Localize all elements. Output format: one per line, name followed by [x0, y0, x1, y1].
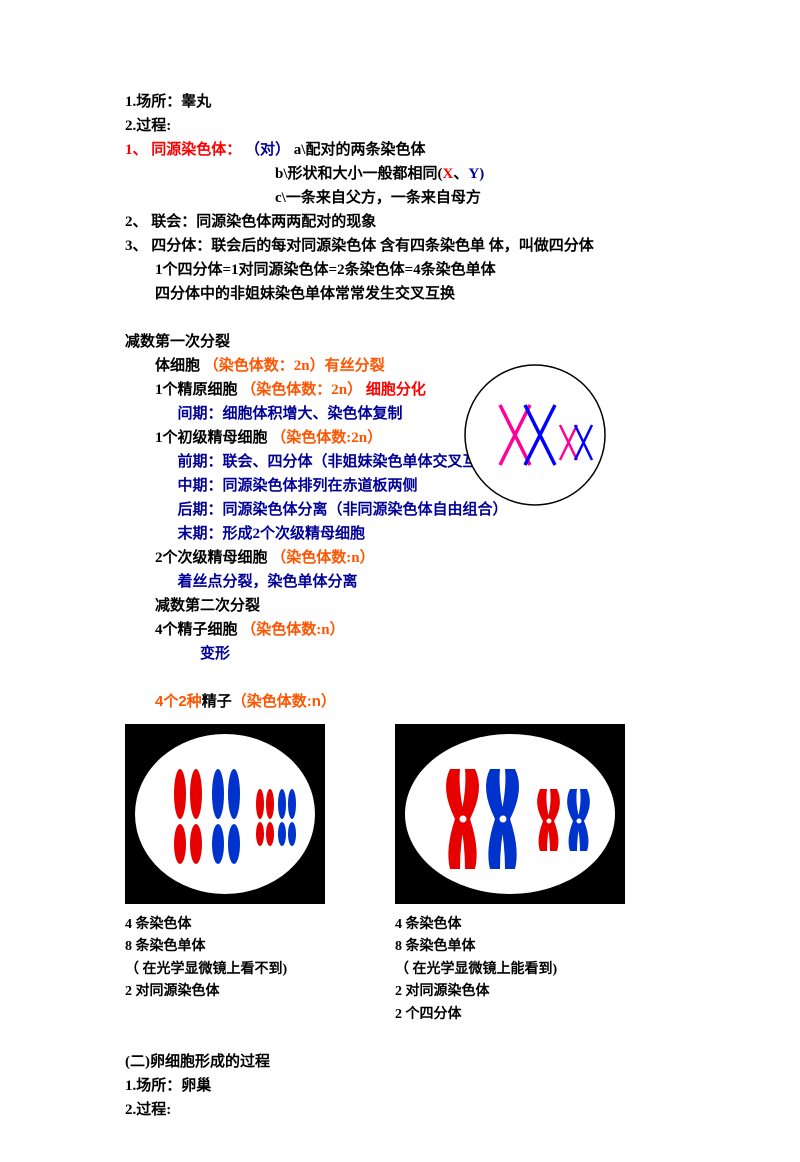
cap-l1: 4 条染色体	[125, 914, 325, 936]
cap-l2: 8 条染色单体	[125, 936, 325, 958]
item1-c: c\一条来自父方，一条来自母方	[125, 186, 675, 210]
cap-r3: （ 在光学显微镜上能看到)	[395, 959, 625, 981]
cap-l4: 2 对同源染色体	[125, 981, 325, 1003]
cap-r4: 2 对同源染色体	[395, 981, 625, 1003]
cell-diagram-left	[125, 724, 325, 904]
diagram-captions: 4 条染色体 8 条染色单体 （ 在光学显微镜上看不到) 2 对同源染色体 4 …	[125, 914, 675, 1026]
cap-l3: （ 在光学显微镜上看不到)	[125, 959, 325, 981]
item1-num: 1、	[125, 142, 148, 158]
transform: 变形	[125, 642, 675, 666]
caption-right: 4 条染色体 8 条染色单体 （ 在光学显微镜上能看到) 2 对同源染色体 2 …	[395, 914, 625, 1026]
ovum-process: 2.过程:	[125, 1098, 675, 1122]
item1-a: a\配对的两条染色体	[294, 142, 426, 158]
meiosis1-title: 减数第一次分裂	[125, 330, 675, 354]
tetrad-diagram	[455, 360, 615, 510]
result-count: （染色体数:n）	[232, 693, 336, 710]
location-label: 1.场所：	[125, 94, 181, 110]
item1-b-x: X	[443, 166, 454, 182]
primary-count: （染色体数:2n）	[271, 430, 382, 446]
item1-paren: （对）	[245, 142, 290, 158]
secondary-count: （染色体数:n）	[271, 550, 374, 566]
spermatid-count: （染色体数:n）	[241, 622, 344, 638]
spermatogonium-pre: 1个精原细胞	[155, 382, 238, 398]
item1-b-pre: b\形状和大小一般都相同(	[275, 166, 443, 182]
item3-eq: 1个四分体=1对同源染色体=2条染色体=4条染色单体	[125, 258, 675, 282]
cap-r1: 4 条染色体	[395, 914, 625, 936]
item1-b-sep: 、	[453, 166, 468, 182]
ovum-section: (二)卵细胞形成的过程	[125, 1050, 675, 1074]
item1-label: 同源染色体：	[151, 142, 241, 158]
meiosis2-title: 减数第二次分裂	[125, 594, 675, 618]
item3-cross: 四分体中的非姐妹染色单体常常发生交叉互换	[125, 282, 675, 306]
ovum-loc-value: 卵巢	[181, 1078, 211, 1094]
location-value: 睾丸	[181, 94, 211, 110]
spermatid-pre: 4个精子细胞	[155, 622, 238, 638]
caption-left: 4 条染色体 8 条染色单体 （ 在光学显微镜上看不到) 2 对同源染色体	[125, 914, 325, 1026]
primary-pre: 1个初级精母细胞	[155, 430, 268, 446]
cell-diagrams	[125, 724, 675, 904]
cap-r5: 2 个四分体	[395, 1004, 625, 1026]
result-mid: 精子	[202, 693, 232, 710]
result-pre: 4个2种	[155, 693, 202, 710]
item3: 3、 四分体：联会后的每对同源染色体 含有四条染色单 体，叫做四分体	[125, 234, 675, 258]
telophase: 末期：形成2个次级精母细胞	[125, 522, 675, 546]
item1-b-y: Y)	[468, 166, 484, 182]
spermatogonium-count: （染色体数：2n）	[241, 382, 362, 398]
ovum-loc-label: 1.场所：	[125, 1078, 181, 1094]
spermatogonium-diff: 细胞分化	[366, 382, 426, 398]
somatic-count: （染色体数：2n）有丝分裂	[204, 358, 385, 374]
cap-r2: 8 条染色单体	[395, 936, 625, 958]
process-label: 2.过程:	[125, 114, 675, 138]
cell-diagram-right	[395, 724, 625, 904]
somatic-pre: 体细胞	[155, 358, 200, 374]
secondary-pre: 2个次级精母细胞	[155, 550, 268, 566]
item2: 2、 联会：同源染色体两两配对的现象	[125, 210, 675, 234]
centromere: 着丝点分裂，染色单体分离	[125, 570, 675, 594]
